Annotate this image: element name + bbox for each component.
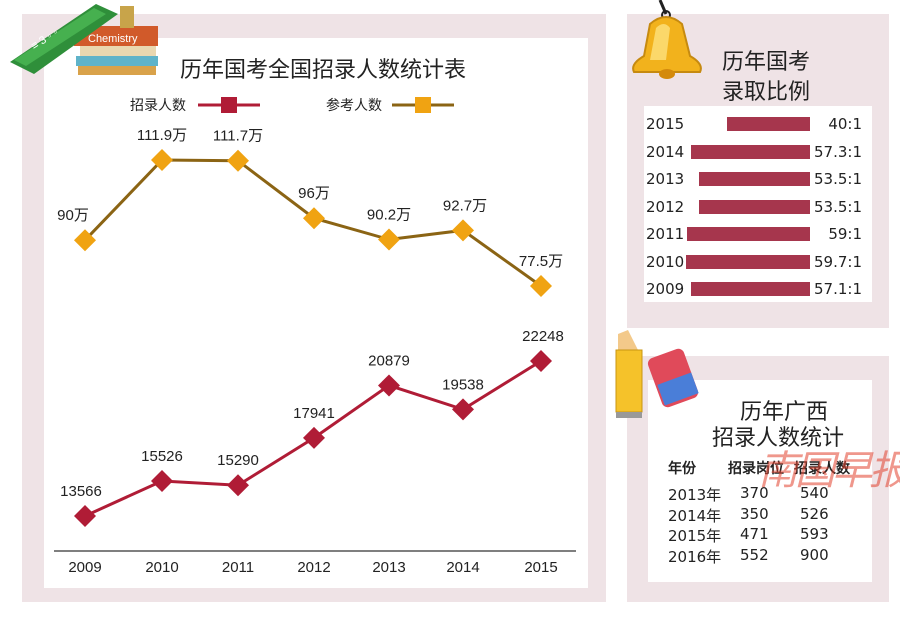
guangxi-cell-hires: 900 <box>800 545 829 564</box>
point-apply-2009 <box>74 229 96 252</box>
x-tick-2009: 2009 <box>68 559 101 576</box>
ratio-bar <box>698 199 810 214</box>
ratio-year-label: 2014 <box>646 142 685 161</box>
x-tick-2010: 2010 <box>145 559 178 576</box>
ratio-row-2011: 2011 59:1 <box>646 223 862 245</box>
guangxi-cell-hires: 593 <box>800 525 829 543</box>
point-recruit-2009 <box>74 505 96 527</box>
ratio-row-2013: 2013 53.5:1 <box>646 168 862 190</box>
data-label-recruit-2015: 22248 <box>522 328 564 345</box>
ratio-year-label: 2015 <box>646 115 685 133</box>
ratio-year-label: 2011 <box>646 225 685 243</box>
x-tick-2011: 2011 <box>222 559 254 576</box>
point-recruit-2013 <box>378 374 400 397</box>
data-label-apply-2012: 96万 <box>298 185 330 202</box>
legend-marker-recruit <box>221 97 237 113</box>
ratio-year-label: 2012 <box>646 197 685 216</box>
data-label-apply-2010: 111.9万 <box>137 127 187 144</box>
ratio-row-2014: 2014 57.3:1 <box>646 141 862 163</box>
book-spine-text: Chemistry <box>88 33 138 45</box>
point-apply-2010 <box>151 149 173 171</box>
pencil-eraser-icon <box>615 330 699 418</box>
ratio-title-1: 历年国考 <box>722 50 811 75</box>
data-label-apply-2009: 90万 <box>57 207 89 224</box>
legend-label-recruit: 招录人数 <box>130 97 186 113</box>
data-label-apply-2011: 111.7万 <box>213 128 263 145</box>
ratio-bar <box>698 172 810 186</box>
data-label-recruit-2010: 15526 <box>141 448 183 465</box>
point-recruit-2015 <box>530 350 552 372</box>
ratio-bar <box>687 227 810 241</box>
x-tick-2012: 2012 <box>297 559 330 576</box>
data-label-recruit-2013: 20879 <box>368 352 410 369</box>
data-label-recruit-2011: 15290 <box>217 452 259 469</box>
ratio-value-label: 59.7:1 <box>814 252 862 271</box>
guangxi-cell-posts: 350 <box>740 504 769 523</box>
point-recruit-2011 <box>227 474 249 497</box>
guangxi-header-hires: 招录人数 <box>794 461 850 477</box>
guangxi-title-2: 招录人数统计 <box>712 426 845 451</box>
data-label-apply-2013: 90.2万 <box>367 206 411 223</box>
guangxi-cell-hires: 540 <box>800 484 829 502</box>
ratio-row-2010: 2010 59.7:1 <box>646 251 862 273</box>
guangxi-cell-year: 2013年 <box>668 486 722 504</box>
guangxi-area <box>648 380 872 582</box>
x-tick-2015: 2015 <box>524 559 557 576</box>
point-apply-2015 <box>530 275 552 297</box>
data-label-apply-2015: 77.5万 <box>519 253 563 270</box>
data-label-apply-2014: 92.7万 <box>443 197 487 214</box>
x-tick-2014: 2014 <box>446 559 479 576</box>
ratio-title-2: 录取比例 <box>722 80 811 105</box>
guangxi-header-posts: 招录岗位 <box>728 461 784 477</box>
ratio-bar <box>726 117 810 131</box>
data-label-recruit-2014: 19538 <box>442 376 484 393</box>
guangxi-cell-posts: 370 <box>740 484 769 502</box>
legend-marker-apply <box>415 97 431 113</box>
guangxi-row: 2014年 350 526 <box>668 505 868 525</box>
ratio-year-label: 2010 <box>646 252 685 271</box>
ratio-value-label: 59:1 <box>828 225 862 243</box>
book-stack-icon: Chemistry ≡ 3 ◦ ◦ <box>10 4 158 75</box>
ratio-bar <box>690 144 810 159</box>
guangxi-row: 2016年 552 900 <box>668 546 868 566</box>
data-label-recruit-2009: 13566 <box>60 483 102 500</box>
point-recruit-2014 <box>452 398 474 421</box>
guangxi-cell-year: 2014年 <box>668 506 722 525</box>
guangxi-row: 2013年 370 540 <box>668 484 868 504</box>
ratio-bar <box>686 254 810 269</box>
point-apply-2012 <box>303 207 325 230</box>
guangxi-cell-hires: 526 <box>800 504 829 523</box>
guangxi-row: 2015年 471 593 <box>668 525 868 545</box>
point-recruit-2010 <box>151 470 173 493</box>
bell-icon <box>632 0 702 79</box>
point-apply-2011 <box>227 149 249 172</box>
guangxi-cell-posts: 471 <box>740 525 769 543</box>
guangxi-header-year: 年份 <box>668 461 696 477</box>
legend-label-apply: 参考人数 <box>326 97 382 113</box>
guangxi-cell-year: 2016年 <box>668 547 722 566</box>
main-chart-title: 历年国考全国招录人数统计表 <box>180 58 467 83</box>
x-tick-2013: 2013 <box>372 559 405 576</box>
point-recruit-2012 <box>303 426 325 449</box>
main-line-chart: 招录人数 参考人数 90万 111.9万 111.7万 96万 90.2万 92.7万 77.5… <box>54 97 576 576</box>
ratio-year-label: 2013 <box>646 170 685 188</box>
ratio-value-label: 53.5:1 <box>814 170 862 188</box>
main-chart-area <box>44 38 588 588</box>
ratio-year-label: 2009 <box>646 280 685 298</box>
guangxi-title-1: 历年广西 <box>740 400 829 425</box>
point-apply-2014 <box>452 219 474 242</box>
ratio-value-label: 53.5:1 <box>814 197 862 216</box>
guangxi-cell-posts: 552 <box>740 545 769 564</box>
ratio-bar <box>691 282 810 296</box>
point-apply-2013 <box>378 228 400 251</box>
ratio-value-label: 57.1:1 <box>814 280 862 298</box>
guangxi-cell-year: 2015年 <box>668 527 722 545</box>
newspaper-watermark: 南国早报 <box>758 448 900 494</box>
ratio-row-2009: 2009 57.1:1 <box>646 278 862 300</box>
ratio-value-label: 40:1 <box>828 115 862 133</box>
ratio-row-2012: 2012 53.5:1 <box>646 196 862 218</box>
data-label-recruit-2012: 17941 <box>293 405 335 422</box>
ratio-row-2015: 2015 40:1 <box>646 113 862 135</box>
ratio-value-label: 57.3:1 <box>814 142 862 161</box>
